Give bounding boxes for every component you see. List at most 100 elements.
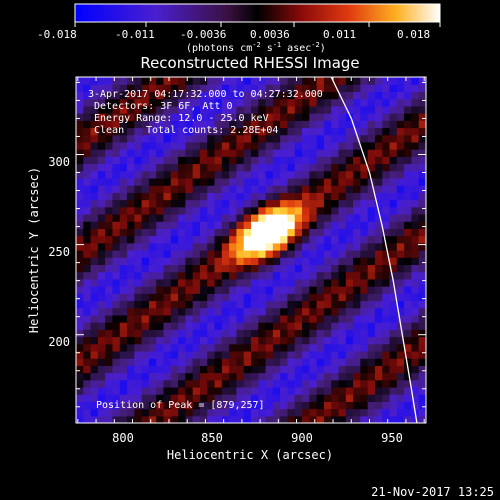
heatmap-cell [389, 322, 398, 330]
heatmap-cell [382, 322, 391, 330]
heatmap-cell [112, 401, 121, 410]
heatmap-cell [360, 206, 369, 215]
heatmap-cell [331, 156, 340, 165]
heatmap-cell [309, 170, 318, 179]
heatmap-cell [396, 228, 405, 237]
heatmap-cell [156, 271, 165, 280]
heatmap-cell [389, 221, 398, 229]
heatmap-cell [163, 98, 172, 107]
heatmap-cell [360, 91, 369, 100]
heatmap-cell [287, 314, 296, 323]
heatmap-cell [76, 379, 84, 388]
heatmap-cell [243, 358, 252, 366]
heatmap-cell [396, 221, 405, 229]
heatmap-cell [127, 286, 135, 294]
heatmap-cell [287, 336, 296, 345]
heatmap-cell [323, 149, 332, 157]
heatmap-cell [163, 415, 172, 423]
heatmap-cell [185, 250, 194, 258]
heatmap-cell [83, 185, 92, 193]
heatmap-cell [90, 141, 99, 150]
heatmap-cell [214, 343, 223, 352]
heatmap-cell [331, 408, 340, 417]
heatmap-cell [76, 120, 84, 129]
heatmap-cell [258, 415, 267, 423]
heatmap-cell [97, 156, 106, 165]
heatmap-cell [207, 228, 216, 237]
heatmap-cell [163, 213, 172, 222]
heatmap-cell [134, 350, 143, 359]
heatmap-cell [90, 394, 99, 402]
heatmap-cell [163, 84, 172, 93]
heatmap-cell [83, 336, 92, 345]
heatmap-cell [178, 271, 186, 280]
heatmap-cell [323, 113, 332, 121]
heatmap-cell [251, 358, 259, 366]
heatmap-cell [389, 343, 398, 352]
heatmap-cell [404, 408, 413, 417]
heatmap-image [76, 77, 426, 423]
heatmap-cell [353, 84, 361, 93]
heatmap-cell [192, 77, 201, 85]
heatmap-cell [287, 307, 296, 316]
heatmap-cell [280, 271, 289, 280]
heatmap-cell [83, 286, 92, 294]
heatmap-cell [418, 343, 426, 352]
heatmap-cell [345, 242, 354, 251]
heatmap-cell [134, 170, 143, 179]
heatmap-cell [90, 250, 99, 258]
heatmap-cell [309, 84, 318, 93]
heatmap-cell [353, 286, 361, 294]
heatmap-cell [316, 250, 325, 258]
heatmap-cell [265, 149, 274, 157]
heatmap-cell [258, 242, 267, 251]
heatmap-cell [382, 177, 391, 186]
heatmap-cell [199, 264, 208, 273]
heatmap-cell [302, 293, 310, 302]
heatmap-cell [229, 293, 238, 302]
heatmap-cell [90, 120, 99, 129]
heatmap-cell [272, 264, 281, 273]
heatmap-cell [105, 213, 114, 222]
heatmap-cell [345, 379, 354, 388]
heatmap-cell [280, 141, 289, 150]
heatmap-cell [76, 408, 84, 417]
heatmap-cell [404, 264, 413, 273]
heatmap-cell [127, 365, 135, 374]
heatmap-cell [229, 257, 238, 266]
heatmap-cell [236, 98, 245, 107]
heatmap-cell [141, 163, 150, 172]
heatmap-cell [243, 408, 252, 417]
heatmap-cell [287, 322, 296, 330]
heatmap-cell [199, 170, 208, 179]
heatmap-cell [214, 372, 223, 381]
heatmap-cell [258, 264, 267, 273]
heatmap-cell [367, 156, 376, 165]
heatmap-cell [127, 221, 135, 229]
heatmap-cell [83, 84, 92, 93]
heatmap-cell [112, 163, 121, 172]
heatmap-cell [280, 307, 289, 316]
heatmap-cell [294, 77, 303, 85]
heatmap-cell [112, 141, 121, 150]
heatmap-cell [309, 163, 318, 172]
heatmap-cell [214, 278, 223, 287]
heatmap-cell [265, 386, 274, 395]
heatmap-cell [112, 329, 121, 338]
heatmap-cell [127, 408, 135, 417]
heatmap-cell [316, 77, 325, 85]
heatmap-cell [112, 113, 121, 121]
heatmap-cell [112, 84, 121, 93]
heatmap-cell [309, 257, 318, 266]
heatmap-cell [199, 149, 208, 157]
heatmap-cell [302, 250, 310, 258]
heatmap-cell [345, 134, 354, 143]
heatmap-cell [316, 386, 325, 395]
heatmap-cell [156, 77, 165, 85]
heatmap-cell [236, 293, 245, 302]
heatmap-cell [119, 77, 128, 85]
heatmap-cell [396, 213, 405, 222]
heatmap-cell [251, 343, 259, 352]
heatmap-cell [236, 242, 245, 251]
heatmap-cell [97, 177, 106, 186]
